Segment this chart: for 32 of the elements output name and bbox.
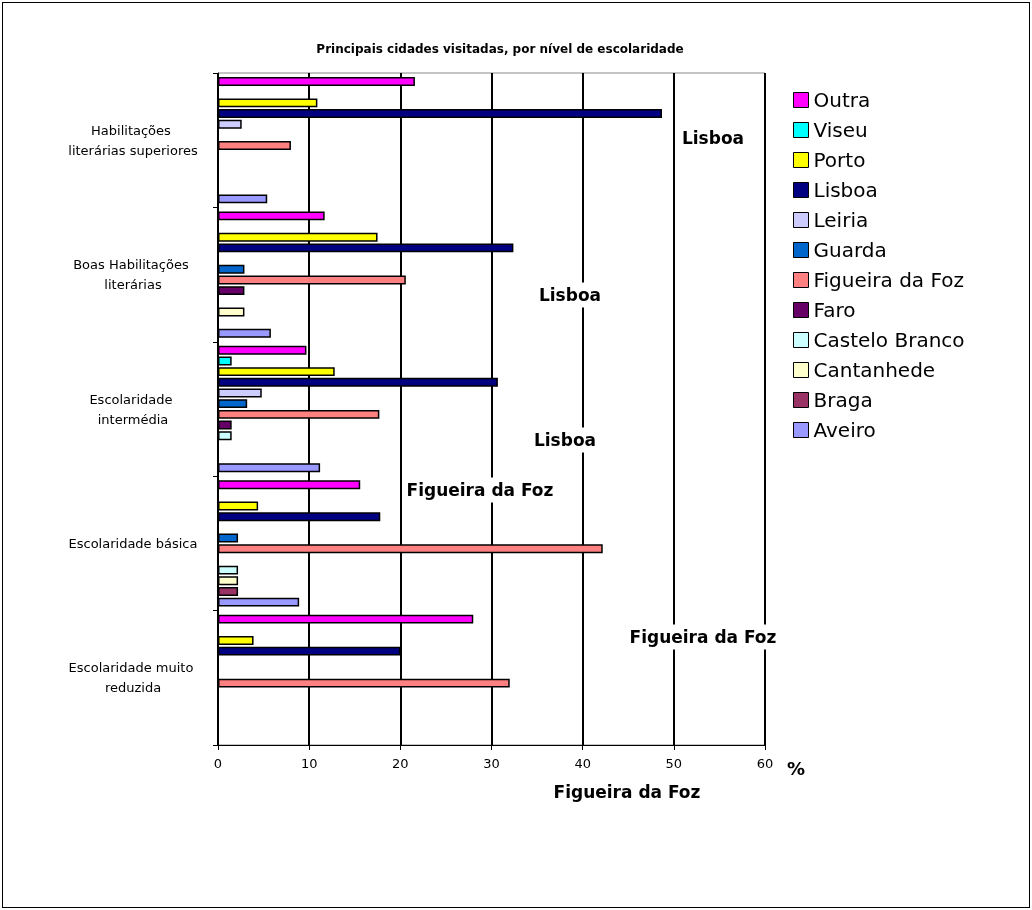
text: Figueira da Foz [553, 782, 701, 802]
y-tick-label: Escolaridade básica [68, 535, 198, 551]
x-tick-label: 30 [483, 756, 500, 771]
x-axis-title: % [787, 757, 806, 779]
x-tick-label: 40 [574, 756, 591, 771]
legend-label: Viseu [813, 118, 868, 142]
annotation: Figueira da Foz [629, 627, 777, 647]
x-tick-label: 20 [392, 756, 409, 771]
y-tick-label: Escolaridade intermédia [89, 391, 177, 427]
x-tick-label: 10 [300, 756, 318, 771]
annotation: Figueira da Foz [406, 480, 554, 500]
x-tick-label: 50 [665, 756, 683, 771]
chart-title: Principais cidades visitadas, por nível de escolaridade [316, 42, 684, 56]
legend-label: Aveiro [813, 418, 876, 442]
legend-label: Faro [813, 298, 856, 322]
y-tick-label: Escolaridade muito reduzida [68, 660, 198, 696]
annotation: Lisboa [681, 128, 745, 148]
y-tick-label: Habilitações literárias superiores [68, 122, 198, 158]
y-tick-label: Boas Habilitações literárias [73, 257, 193, 293]
legend-label: Braga [813, 388, 873, 412]
legend-label: Figueira da Foz [813, 268, 965, 292]
annotation: Lisboa [538, 285, 602, 305]
legend-label: Porto [813, 148, 866, 172]
legend-label: Leiria [813, 208, 869, 232]
legend-label: Castelo Branco [813, 328, 965, 352]
legend-label: Guarda [813, 238, 887, 262]
x-tick-label: 60 [756, 756, 774, 771]
annotation: Lisboa [533, 430, 597, 450]
x-tick-label: 0 [213, 756, 223, 771]
legend-label: Cantanhede [813, 358, 936, 382]
legend-label: Outra [813, 88, 871, 112]
legend-label: Lisboa [813, 178, 878, 202]
